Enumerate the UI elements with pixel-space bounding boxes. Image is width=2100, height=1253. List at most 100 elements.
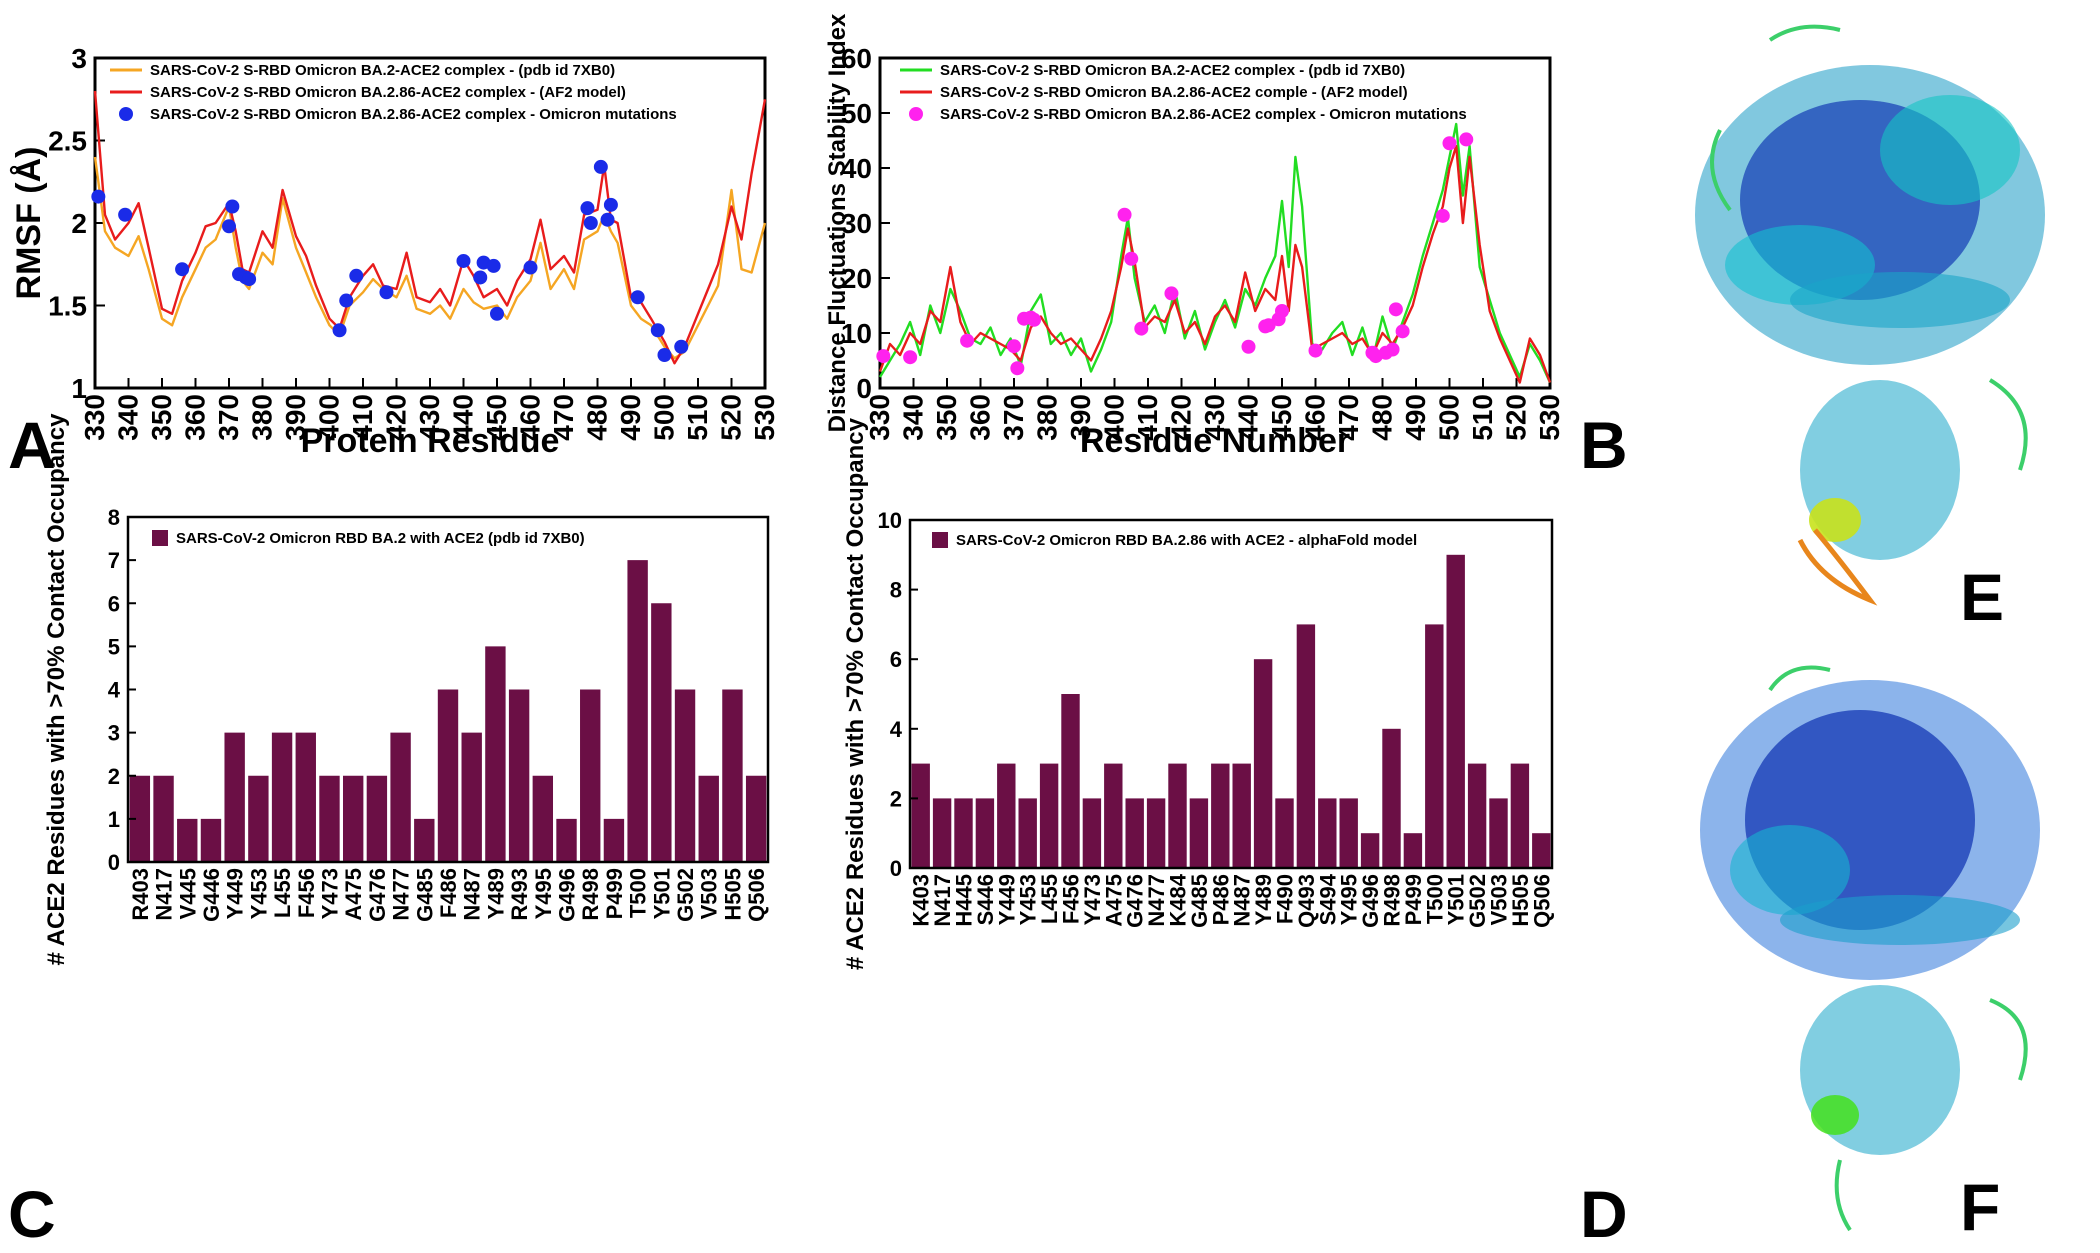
legend-label-d: SARS-CoV-2 Omicron RBD BA.2.86 with ACE2…: [956, 532, 1417, 549]
mutation-point-a: [379, 285, 394, 300]
bar-p499: [1403, 833, 1423, 868]
y-tick-label: 60: [841, 43, 872, 74]
bar-q506: [745, 775, 767, 862]
x-tick-label: G485: [1187, 874, 1212, 928]
x-tick-label: 420: [381, 394, 412, 441]
bar-y495: [1339, 798, 1358, 868]
plot-frame-d: [908, 518, 1554, 870]
structure-f-loops-green: [1768, 665, 2028, 1232]
x-tick-label: G476: [1123, 874, 1148, 928]
x-tick-label: F456: [294, 868, 319, 918]
bar-t500: [627, 560, 648, 862]
bar-t500: [1425, 624, 1444, 868]
x-tick-label: 440: [1233, 394, 1264, 441]
x-tick-label: N417: [930, 874, 955, 927]
y-tick-label: 30: [841, 208, 872, 239]
mutation-point-a: [580, 201, 595, 216]
legend-swatch-d: [932, 532, 948, 548]
structure-e-helix-cluster: [1880, 95, 2020, 205]
x-tick-label: P499: [602, 868, 627, 919]
bar-g476: [1125, 798, 1144, 868]
bar-v503: [698, 775, 719, 862]
y-tick-label: 40: [841, 153, 872, 184]
panel-d-ba286-contacts-chart: K403N417H445S446Y449Y453L455F456Y473A475…: [842, 417, 1628, 1251]
x-tick-label: Y453: [246, 868, 271, 919]
mutation-point-a: [674, 339, 689, 354]
mutation-point-b: [1164, 286, 1179, 301]
legend-label-b-0: SARS-CoV-2 S-RBD Omicron BA.2-ACE2 compl…: [940, 62, 1405, 79]
panel-e-protein-structure: E: [1695, 24, 2045, 634]
legend-label-a-0: SARS-CoV-2 S-RBD Omicron BA.2-ACE2 compl…: [150, 62, 615, 79]
mutation-point-b: [960, 333, 975, 348]
mutation-point-b: [1007, 339, 1021, 354]
x-tick-label: G502: [673, 868, 698, 922]
mutation-point-b: [1134, 321, 1149, 336]
x-tick-label: 340: [113, 394, 144, 441]
x-tick-label: V445: [175, 868, 200, 919]
structure-e-flexible-region: [1809, 498, 1861, 542]
x-tick-label: Y489: [483, 868, 508, 919]
bar-y473: [319, 775, 340, 862]
x-tick-label: S494: [1315, 873, 1340, 925]
x-tick-label: 480: [1367, 394, 1398, 441]
x-tick-label: Y473: [1080, 874, 1105, 925]
x-tick-label: K484: [1166, 873, 1191, 926]
x-tick-label: 440: [448, 394, 479, 441]
x-tick-label: 380: [247, 394, 278, 441]
bar-f486: [437, 689, 459, 862]
x-tick-label: F490: [1273, 874, 1298, 924]
y-axis-title-b: Distance Fluctuations Stability Index: [824, 13, 851, 432]
x-tick-label: 460: [515, 394, 546, 441]
x-tick-label: H445: [952, 874, 977, 927]
bar-v445: [177, 818, 198, 862]
x-tick-label: G496: [555, 868, 580, 922]
x-tick-label: N477: [1144, 874, 1169, 927]
x-tick-label: T500: [626, 868, 651, 918]
x-tick-label: 470: [548, 394, 579, 441]
bar-y449: [997, 763, 1016, 868]
bar-y501: [1446, 554, 1465, 868]
x-tick-label: T500: [1422, 874, 1447, 924]
x-tick-label: 340: [898, 394, 929, 441]
panel-letter-d: D: [1580, 1177, 1628, 1251]
x-tick-label: 390: [1065, 394, 1096, 441]
x-tick-label: 500: [1434, 394, 1465, 441]
bar-g446: [200, 818, 222, 862]
bar-y453: [248, 775, 269, 862]
y-tick-label: 0: [856, 373, 872, 404]
x-axis-title-a: Protein Residue: [301, 422, 560, 460]
bar-g485: [414, 818, 435, 862]
legend-label-b-2: SARS-CoV-2 S-RBD Omicron BA.2.86-ACE2 co…: [940, 106, 1467, 123]
bar-n487: [461, 732, 482, 862]
y-tick-label: 7: [108, 548, 120, 573]
x-tick-label: R498: [1380, 874, 1405, 927]
x-tick-label: 530: [1534, 394, 1565, 441]
x-tick-label: Y489: [1251, 874, 1276, 925]
mutation-point-a: [583, 216, 598, 230]
y-tick-label: 0: [890, 856, 902, 881]
mutation-point-a: [593, 159, 608, 174]
bar-n477: [1146, 798, 1166, 868]
mutation-point-b: [1308, 343, 1323, 358]
mutation-point-a: [490, 306, 504, 321]
bar-f490: [1275, 798, 1294, 868]
panel-c-ba2-contacts-chart: R403N417V445G446Y449Y453L455F456Y473A475…: [8, 413, 770, 1251]
x-tick-label: N487: [460, 868, 485, 921]
mutation-point-b: [1010, 361, 1025, 376]
x-tick-label: 450: [1266, 394, 1297, 441]
y-axis-title-d: # ACE2 Residues with >70% Contact Occupa…: [842, 417, 869, 970]
bar-f456: [1061, 694, 1080, 868]
y-tick-label: 3: [71, 43, 87, 74]
bar-g496: [1360, 833, 1380, 868]
x-tick-label: 480: [582, 394, 613, 441]
x-tick-label: 360: [180, 394, 211, 441]
x-tick-label: 430: [414, 394, 445, 441]
y-tick-label: 6: [890, 647, 902, 672]
series-line-a-0: [93, 156, 767, 360]
x-tick-label: N477: [389, 868, 414, 921]
x-tick-label: 430: [1199, 394, 1230, 441]
panel-letter-e: E: [1960, 560, 2004, 634]
x-tick-label: 350: [931, 394, 962, 441]
bar-q493: [1296, 624, 1316, 868]
bar-y473: [1082, 798, 1102, 868]
